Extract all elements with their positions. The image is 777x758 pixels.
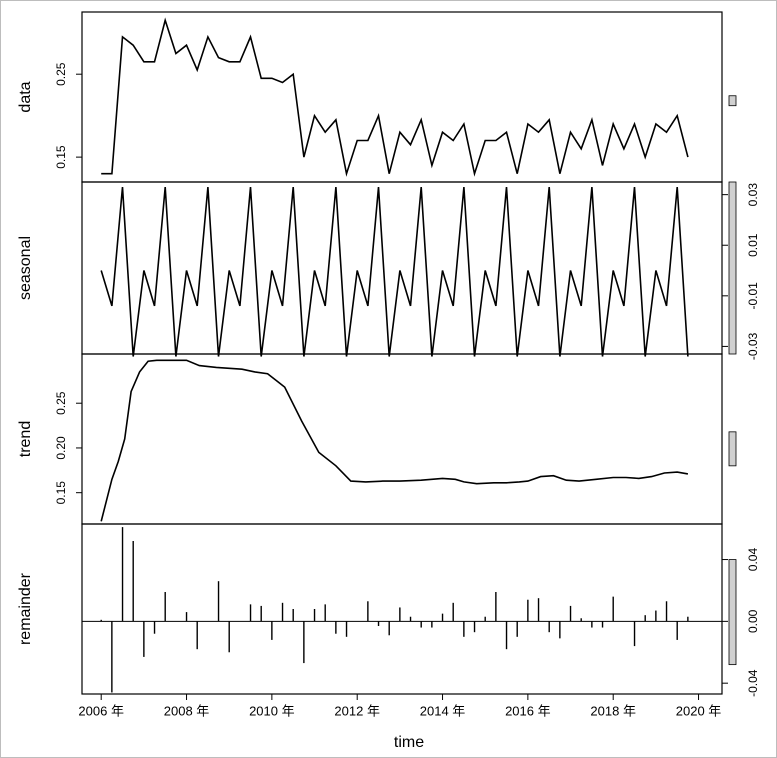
x-tick-label: 2012 年 [334, 703, 380, 718]
y-tick-label-remainder: -0.04 [746, 669, 760, 697]
x-tick-label: 2006 年 [78, 703, 124, 718]
scale-bar-data [728, 95, 737, 107]
x-tick-label: 2014 年 [420, 703, 466, 718]
x-axis: 2006 年 2008 年 2010 年 2012 年 2014 年 2016 年 2018… [78, 694, 721, 718]
x-tick-label: 2016 年 [505, 703, 551, 718]
panel-remainder: -0.04 0.00 0.04 remainder [17, 523, 760, 697]
y-tick-label-trend: 0.20 [54, 436, 68, 460]
scale-bar-remainder [728, 559, 737, 666]
scale-bar-seasonal [728, 181, 737, 355]
y-tick-label-data: 0.25 [54, 62, 68, 86]
y-tick-label-seasonal: 0.01 [746, 233, 760, 257]
x-tick-label: 2020 年 [676, 703, 722, 718]
x-tick-label: 2008 年 [164, 703, 210, 718]
series-line-data [101, 17, 689, 177]
y-tick-label-trend: 0.15 [54, 481, 68, 505]
panel-label-data: data [17, 81, 34, 112]
chart-panels: 0.15 0.25 data -0.03 -0.01 0.01 0.03 seasonal 0.… [17, 11, 760, 697]
y-tick-label-remainder: 0.04 [746, 548, 760, 572]
y-tick-label-data: 0.15 [54, 145, 68, 169]
panel-label-seasonal: seasonal [17, 236, 34, 300]
y-tick-label-trend: 0.25 [54, 391, 68, 415]
y-tick-label-seasonal: -0.03 [746, 332, 760, 360]
panel-label-trend: trend [17, 421, 34, 457]
panel-label-remainder: remainder [17, 572, 34, 645]
series-line-trend [100, 359, 689, 522]
panel-frame-remainder [81, 523, 723, 695]
x-axis-label: time [394, 734, 424, 751]
y-tick-label-seasonal: -0.01 [746, 282, 760, 310]
y-tick-label-seasonal: 0.03 [746, 183, 760, 207]
scale-bar-trend [728, 431, 737, 467]
series-line-seasonal [100, 187, 689, 357]
x-tick-label: 2010 年 [249, 703, 295, 718]
x-tick-label: 2018 年 [590, 703, 636, 718]
y-tick-label-remainder: 0.00 [746, 609, 760, 633]
